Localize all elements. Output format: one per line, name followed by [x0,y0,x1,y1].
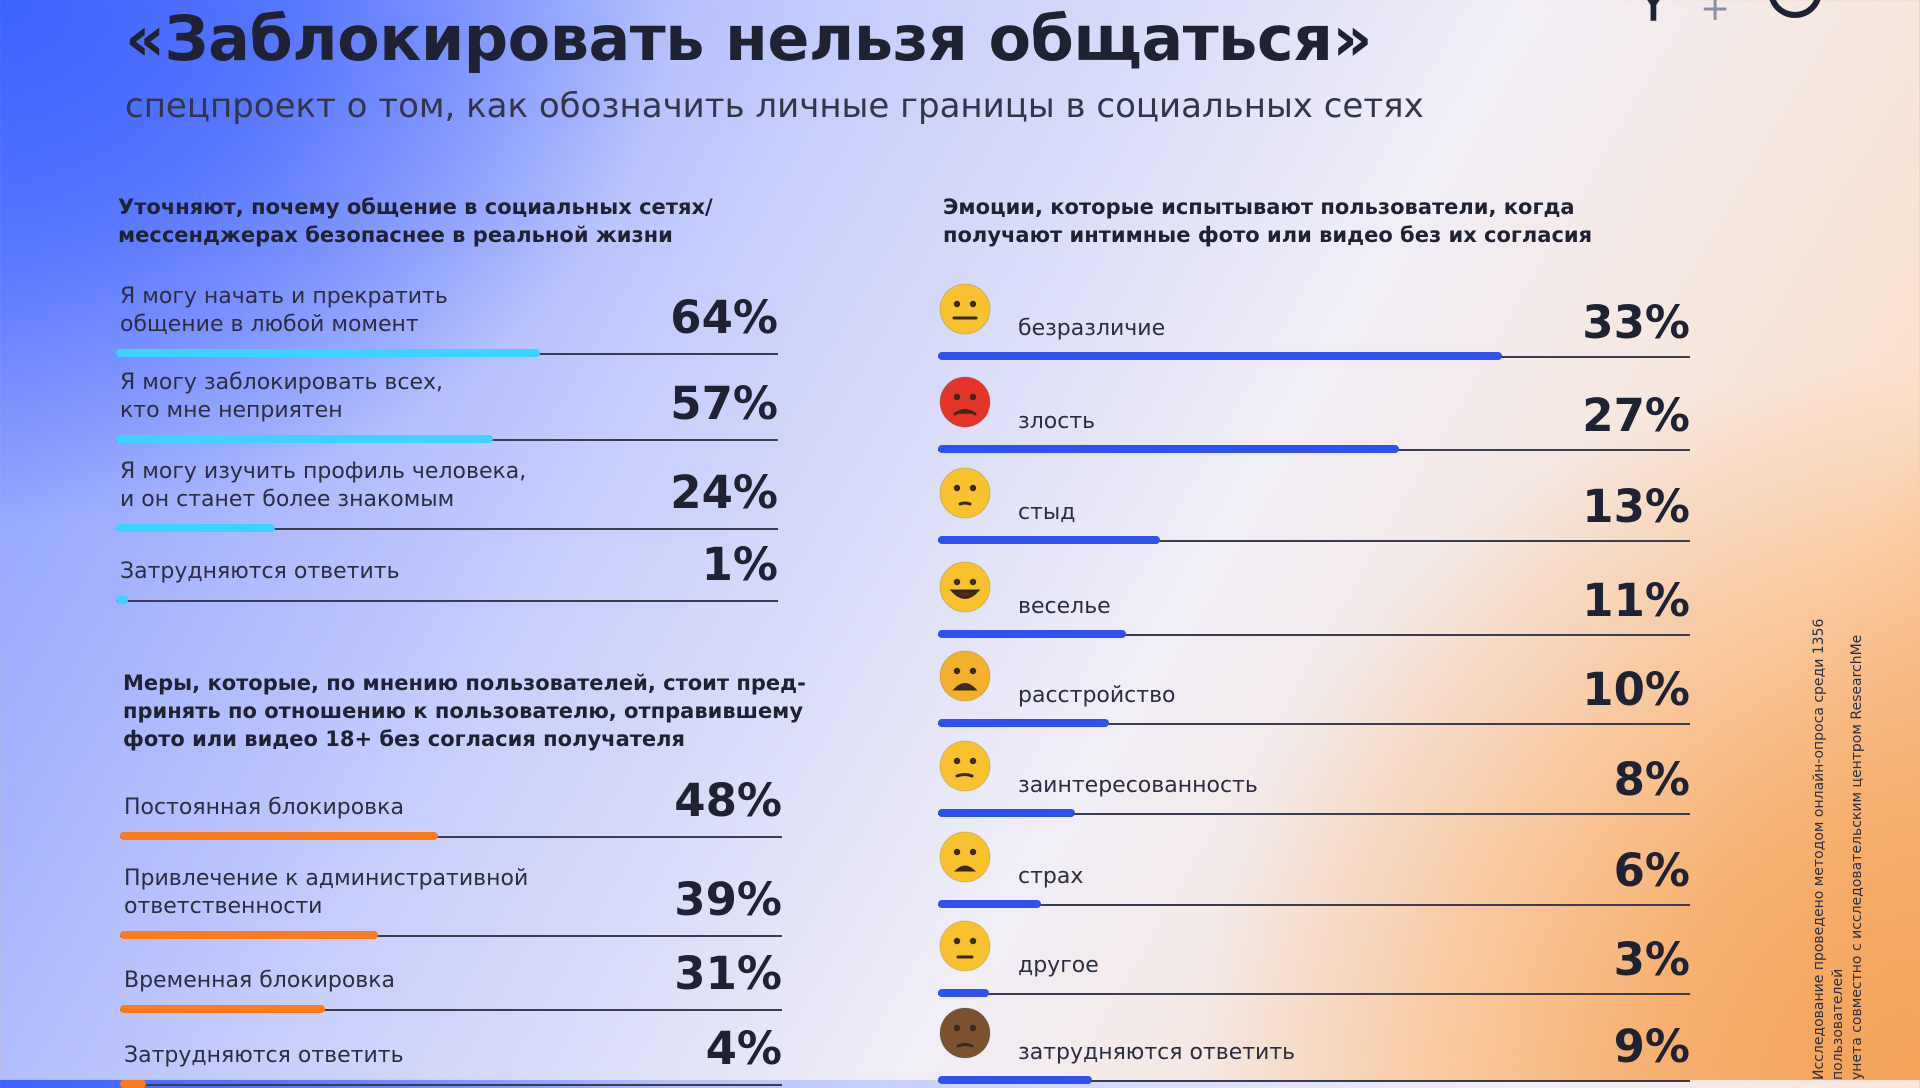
chart-row: Я могу изучить профиль человека, и он ст… [116,452,778,532]
emotion-label: безразличие [1018,316,1166,341]
bar-value-label: 48% [674,774,782,827]
emotion-row: другое 3% [938,917,1690,997]
bar-label: Постоянная блокировка [124,795,404,820]
bar [938,445,1400,453]
ok-logo-icon: 𝖸 [1640,0,1667,31]
bar-value-label: 9% [1613,1020,1690,1073]
bar-value-label: 6% [1613,844,1690,897]
bar-track-line [120,935,782,937]
plus-icon: + [1700,0,1731,29]
shield-logo-icon [1768,0,1822,18]
bar-value-label: 64% [670,291,778,344]
bar-label: Я могу начать и прекратить общение в люб… [120,284,448,337]
chart-row: Затрудняются ответить 4% [120,1008,782,1088]
emotion-row: страх 6% [938,828,1690,908]
bar-label: Временная блокировка [124,968,396,993]
flushed-face-icon [939,467,991,519]
bar [120,1080,147,1088]
bar-track-line [120,1009,782,1011]
weary-face-icon [939,650,991,702]
emotion-row: безразличие 33% [938,280,1690,360]
survey-note: Исследование проведено методом онлайн-оп… [1811,618,1865,1080]
bar-value-label: 13% [1582,480,1690,533]
emotion-label: затрудняются ответить [1018,1040,1296,1065]
page-title: «Заблокировать нельзя общаться» [125,2,1372,75]
chart-row: Привлечение к административной ответстве… [120,859,782,939]
bar-track-line [120,1084,782,1086]
bar [938,630,1126,638]
bar [116,596,128,604]
emotion-row: злость 27% [938,373,1690,453]
bar-track-line [938,993,1690,995]
chart-row: Я могу заблокировать всех, кто мне непри… [116,363,778,443]
bar [120,1005,326,1013]
bar [938,352,1502,360]
emotion-label: страх [1018,864,1084,889]
bar [116,435,494,443]
chart-1-title: Уточняют, почему общение в социальных се… [118,195,713,247]
bar-track-line [120,836,782,838]
bar-value-label: 4% [705,1022,782,1075]
angry-face-icon [939,376,991,428]
bar-label: Я могу изучить профиль человека, и он ст… [120,459,527,512]
bar-track-line [938,904,1690,906]
laughing-face-icon [939,561,991,613]
chart-row: Затрудняются ответить 1% [116,524,778,604]
emotion-row: веселье 11% [938,558,1690,638]
eye-roll-face-icon [939,920,991,972]
emotion-label: заинтересованность [1018,773,1258,798]
chart-3-title: Эмоции, которые испытывают пользователи,… [943,195,1593,247]
fearful-face-icon [939,831,991,883]
bar-value-label: 39% [674,873,782,926]
emotion-label: злость [1018,409,1096,434]
bar-track-line [938,540,1690,542]
bar [116,524,275,532]
bar-value-label: 3% [1613,933,1690,986]
bar-value-label: 11% [1582,574,1690,627]
bar [938,809,1075,817]
see-no-evil-monkey-icon [939,1007,991,1059]
bar [938,989,990,997]
bar [120,832,438,840]
bar-track-line [938,634,1690,636]
page-subtitle: спецпроект о том, как обозначить личные … [125,86,1424,126]
chart-2-title: Меры, которые, по мнению пользователей, … [123,671,806,751]
emotion-label: другое [1018,953,1099,978]
bar-value-label: 57% [670,377,778,430]
emotion-label: расстройство [1018,683,1176,708]
bar-track-line [938,723,1690,725]
bar [116,349,540,357]
bar-track-line [116,528,778,530]
bar-value-label: 10% [1582,663,1690,716]
bar-track-line [938,813,1690,815]
bar-value-label: 31% [674,947,782,1000]
neutral-face-icon [939,283,991,335]
emotion-label: веселье [1018,594,1111,619]
bar [938,536,1161,544]
partner-logos: 𝖸 + [1640,0,1840,31]
chart-row: Временная блокировка 31% [120,933,782,1013]
bar-label: Затрудняются ответить [124,1043,404,1068]
bar-value-label: 24% [670,466,778,519]
emotion-row: расстройство 10% [938,647,1690,727]
thinking-face-icon [939,740,991,792]
chart-row: Я могу начать и прекратить общение в люб… [116,277,778,357]
bar-value-label: 1% [701,538,778,591]
bar-label: Я могу заблокировать всех, кто мне непри… [120,370,444,423]
bar-track-line [116,600,778,602]
bar-value-label: 27% [1582,389,1690,442]
bar [938,900,1041,908]
emotion-row: затрудняются ответить 9% [938,1004,1690,1084]
bar-label: Затрудняются ответить [120,559,400,584]
bar-value-label: 33% [1582,296,1690,349]
chart-row: Постоянная блокировка 48% [120,760,782,840]
emotion-label: стыд [1018,500,1076,525]
bar-value-label: 8% [1613,753,1690,806]
emotion-row: заинтересованность 8% [938,737,1690,817]
emotion-row: стыд 13% [938,464,1690,544]
bar [120,931,379,939]
bar [938,1076,1092,1084]
bar [938,719,1109,727]
bar-label: Привлечение к административной ответстве… [124,866,529,919]
